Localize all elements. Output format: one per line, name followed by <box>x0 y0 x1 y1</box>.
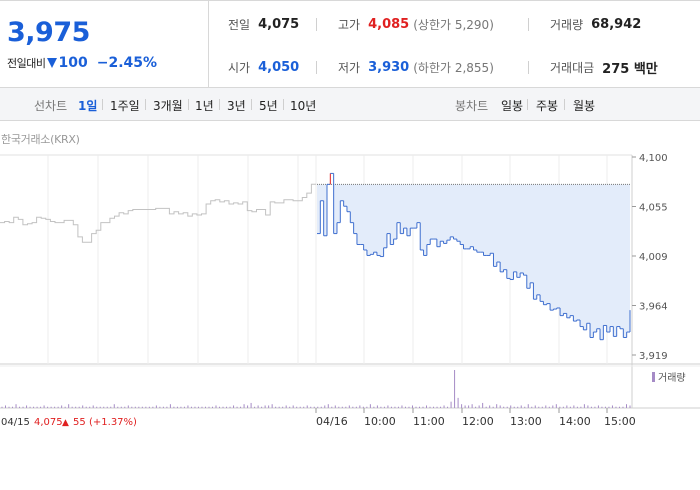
tab-5year[interactable]: 5년 <box>259 99 278 113</box>
divider <box>316 61 317 74</box>
x-tick-label: 15:00 <box>604 415 636 428</box>
amount-value: 275 백만 <box>602 61 658 77</box>
tab-divider <box>527 99 528 110</box>
tab-divider <box>564 99 565 110</box>
high-stat: 고가 4,085 (상한가 5,290) <box>338 14 494 34</box>
amount-stat: 거래대금 275 백만 <box>550 57 658 77</box>
x-tick-label: 13:00 <box>510 415 542 428</box>
volume-value: 68,942 <box>591 16 642 32</box>
tab-divider <box>102 99 103 110</box>
open-stat: 시가 4,050 <box>228 57 299 77</box>
tab-divider <box>145 99 146 110</box>
prev-close-label: 전일 <box>228 17 251 32</box>
x-tick-label: 14:00 <box>559 415 591 428</box>
upper-limit: (상한가 5,290) <box>413 17 494 32</box>
data-source-label: 한국거래소(KRX) <box>1 133 80 146</box>
low-stat: 저가 3,930 (하한가 2,855) <box>338 57 494 77</box>
x-axis-ticks: 04/16 10:00 11:00 12:00 13:00 14:00 15:00 <box>315 408 636 428</box>
open-value: 4,050 <box>258 59 300 75</box>
tab-divider <box>188 99 189 110</box>
down-triangle-icon <box>47 58 58 68</box>
tab-1week[interactable]: 1주일 <box>110 99 140 113</box>
tab-3year[interactable]: 3년 <box>227 99 246 113</box>
volume-bars <box>1 370 631 408</box>
divider <box>316 18 317 31</box>
footer-price: 4,075 <box>34 417 63 428</box>
divider <box>528 61 529 74</box>
y-tick-label: 4,009 <box>639 252 668 263</box>
y-tick-label: 4,055 <box>639 203 668 214</box>
amount-label: 거래대금 <box>550 60 595 75</box>
y-tick-label: 4,100 <box>639 153 668 164</box>
change-rate: −2.45% <box>96 55 158 71</box>
volume-stat: 거래량 68,942 <box>550 14 641 34</box>
footer-date: 04/15 <box>1 417 30 428</box>
tab-monthly-candle[interactable]: 월봉 <box>573 99 596 113</box>
x-tick-label: 10:00 <box>364 415 396 428</box>
current-price-box: 3,975 전일대비 100 −2.45% <box>0 1 209 88</box>
prev-close-stat: 전일 4,075 <box>228 14 299 34</box>
up-triangle-icon: ▲ <box>62 418 69 428</box>
low-label: 저가 <box>338 60 361 75</box>
chart-tabs: 선차트 1일 1주일 3개월 1년 3년 5년 10년 봉차트 일봉 주봉 월봉 <box>0 88 700 121</box>
tab-weekly-candle[interactable]: 주봉 <box>536 99 559 113</box>
tab-1day[interactable]: 1일 <box>78 99 98 113</box>
high-value: 4,085 <box>368 16 410 32</box>
change-label: 전일대비 <box>7 57 46 70</box>
low-value: 3,930 <box>368 59 410 75</box>
high-label: 고가 <box>338 17 361 32</box>
y-tick-label: 3,919 <box>639 351 668 362</box>
tab-1year[interactable]: 1년 <box>195 99 214 113</box>
candle-chart-label: 봉차트 <box>455 99 489 113</box>
price-area-fill <box>317 184 630 340</box>
prev-day-price-line <box>0 183 316 243</box>
line-chart-label: 선차트 <box>34 99 68 113</box>
prev-close-value: 4,075 <box>258 16 300 32</box>
today-price-line <box>317 172 631 341</box>
footer-change: 55 <box>73 417 86 428</box>
volume-legend-swatch <box>652 372 655 382</box>
x-tick-label: 12:00 <box>462 415 494 428</box>
lower-limit: (하한가 2,855) <box>413 60 494 75</box>
change-amount: 100 <box>58 55 88 71</box>
divider <box>528 18 529 31</box>
footer-rate: (+1.37%) <box>89 417 137 428</box>
stock-summary: 3,975 전일대비 100 −2.45% 전일 4,075 고가 4,085 … <box>0 0 700 88</box>
price-stats: 전일 4,075 고가 4,085 (상한가 5,290) 거래량 68,942… <box>210 1 700 88</box>
change-row: 전일대비 100 −2.45% <box>7 53 157 73</box>
x-tick-label: 11:00 <box>413 415 445 428</box>
tab-divider <box>283 99 284 110</box>
tab-3month[interactable]: 3개월 <box>153 99 183 113</box>
x-tick-label: 04/16 <box>316 415 348 428</box>
open-label: 시가 <box>228 60 251 75</box>
tab-10year[interactable]: 10년 <box>290 99 317 113</box>
y-tick-label: 3,964 <box>639 302 668 313</box>
volume-label: 거래량 <box>550 17 584 32</box>
volume-legend: 거래량 <box>658 372 686 384</box>
tab-daily-candle[interactable]: 일봉 <box>501 99 524 113</box>
tab-divider <box>219 99 220 110</box>
y-axis-ticks: 4,100 4,055 4,009 3,964 3,919 <box>632 153 668 362</box>
current-price: 3,975 <box>7 17 90 48</box>
tab-divider <box>251 99 252 110</box>
